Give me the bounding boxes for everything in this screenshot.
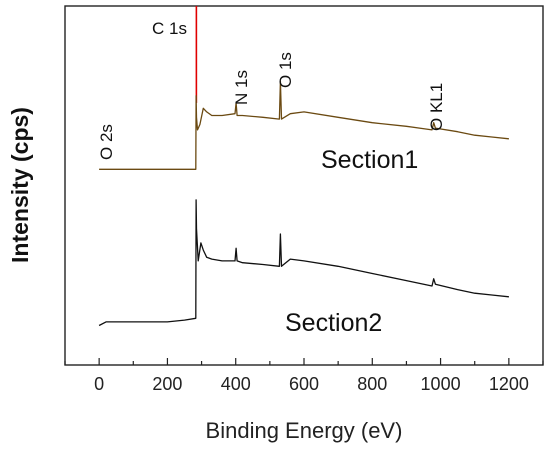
peak-label-o2s: O 2s <box>97 124 116 160</box>
x-tick-label: 1200 <box>489 374 529 394</box>
peak-label-n1s: N 1s <box>232 70 251 105</box>
series-layer <box>98 80 509 327</box>
x-tick-label: 0 <box>94 374 104 394</box>
x-tick-label: 600 <box>289 374 319 394</box>
x-tick-label: 800 <box>357 374 387 394</box>
series-label-section2: Section2 <box>285 309 382 337</box>
series-label-section1: Section1 <box>321 146 418 174</box>
peak-label-okl1: O KL1 <box>427 83 446 131</box>
x-axis-label: Binding Energy (eV) <box>206 418 403 443</box>
series-line-1 <box>99 80 509 170</box>
x-tick-label: 1000 <box>421 374 461 394</box>
peak-label-c1s: C 1s <box>152 19 187 38</box>
x-axis: 0 200 400 600 800 1000 1200 <box>64 358 544 394</box>
y-axis-label: Intensity (cps) <box>7 107 33 263</box>
x-tick-label: 200 <box>152 374 182 394</box>
peak-label-o1s: O 1s <box>276 52 295 88</box>
x-tick-label: 400 <box>221 374 251 394</box>
series-line-2 <box>98 199 509 327</box>
